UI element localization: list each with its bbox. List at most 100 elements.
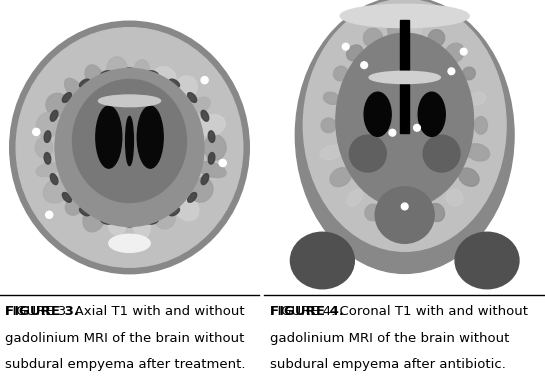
Text: subdural empyema after treatment.: subdural empyema after treatment. (5, 358, 246, 372)
Ellipse shape (64, 79, 82, 98)
Ellipse shape (334, 66, 348, 81)
Ellipse shape (423, 135, 460, 172)
Ellipse shape (172, 193, 199, 221)
Ellipse shape (36, 162, 59, 177)
Ellipse shape (365, 204, 382, 221)
Ellipse shape (16, 28, 243, 267)
Ellipse shape (208, 152, 215, 164)
Ellipse shape (290, 232, 354, 289)
Ellipse shape (347, 190, 363, 206)
Ellipse shape (154, 67, 176, 85)
Ellipse shape (347, 45, 363, 61)
Ellipse shape (458, 168, 479, 186)
Ellipse shape (201, 110, 209, 121)
Ellipse shape (46, 211, 53, 218)
Ellipse shape (187, 193, 197, 202)
Ellipse shape (474, 116, 487, 134)
Ellipse shape (409, 19, 422, 42)
Ellipse shape (462, 67, 475, 80)
Ellipse shape (201, 77, 208, 83)
Ellipse shape (364, 92, 391, 136)
Ellipse shape (304, 0, 506, 251)
Text: gadolinium MRI of the brain without: gadolinium MRI of the brain without (5, 332, 245, 345)
Ellipse shape (35, 137, 53, 158)
Ellipse shape (96, 106, 122, 168)
Ellipse shape (466, 144, 489, 161)
Ellipse shape (445, 43, 464, 63)
Ellipse shape (330, 168, 351, 187)
Ellipse shape (192, 97, 210, 113)
Ellipse shape (44, 131, 51, 142)
Ellipse shape (72, 79, 186, 203)
Ellipse shape (83, 206, 105, 232)
Text: FIGURE 3.: FIGURE 3. (5, 306, 79, 319)
Ellipse shape (320, 145, 343, 160)
Ellipse shape (55, 69, 204, 226)
Ellipse shape (124, 221, 135, 227)
Ellipse shape (361, 62, 367, 69)
Ellipse shape (295, 0, 514, 273)
Ellipse shape (44, 152, 51, 164)
Ellipse shape (448, 68, 455, 75)
Bar (401, 20, 409, 133)
Ellipse shape (137, 106, 163, 168)
Ellipse shape (50, 110, 58, 121)
Ellipse shape (36, 113, 59, 138)
Ellipse shape (470, 92, 486, 105)
Ellipse shape (65, 199, 82, 215)
Ellipse shape (85, 65, 103, 87)
Ellipse shape (461, 48, 467, 55)
Ellipse shape (10, 21, 249, 274)
Ellipse shape (198, 115, 225, 136)
Ellipse shape (323, 92, 340, 105)
Ellipse shape (418, 92, 445, 136)
Ellipse shape (369, 71, 440, 83)
Ellipse shape (409, 209, 421, 232)
Ellipse shape (134, 60, 149, 80)
Ellipse shape (100, 71, 112, 78)
Text: FIGURE 4.: FIGURE 4. (270, 306, 344, 319)
Ellipse shape (124, 68, 135, 74)
Ellipse shape (80, 79, 90, 87)
Ellipse shape (107, 57, 128, 82)
Ellipse shape (204, 135, 226, 160)
Ellipse shape (364, 28, 383, 48)
Ellipse shape (169, 208, 179, 216)
Ellipse shape (190, 178, 213, 202)
Ellipse shape (155, 209, 175, 229)
Ellipse shape (321, 118, 336, 133)
Ellipse shape (43, 177, 72, 203)
Ellipse shape (174, 76, 197, 100)
Text: gadolinium MRI of the brain without: gadolinium MRI of the brain without (270, 332, 510, 345)
Ellipse shape (446, 189, 463, 206)
Ellipse shape (349, 135, 386, 172)
Ellipse shape (80, 208, 90, 216)
Ellipse shape (46, 93, 69, 116)
Ellipse shape (201, 173, 209, 185)
Ellipse shape (147, 71, 159, 78)
Ellipse shape (133, 212, 150, 238)
Ellipse shape (50, 173, 58, 185)
Ellipse shape (389, 129, 396, 136)
Ellipse shape (108, 216, 126, 235)
Ellipse shape (414, 124, 420, 131)
Ellipse shape (401, 203, 408, 210)
Ellipse shape (428, 203, 445, 221)
Ellipse shape (387, 19, 400, 42)
Ellipse shape (340, 4, 469, 28)
Text: FIGURE 4. Coronal T1 with and without: FIGURE 4. Coronal T1 with and without (270, 306, 528, 319)
Ellipse shape (99, 95, 161, 106)
Ellipse shape (375, 187, 434, 243)
Ellipse shape (387, 211, 401, 229)
Ellipse shape (336, 33, 474, 208)
Ellipse shape (62, 93, 71, 102)
Ellipse shape (169, 79, 179, 87)
Ellipse shape (187, 93, 197, 102)
Ellipse shape (342, 43, 349, 50)
Ellipse shape (455, 232, 519, 289)
Ellipse shape (62, 193, 71, 202)
Text: FIGURE 3. Axial T1 with and without: FIGURE 3. Axial T1 with and without (5, 306, 245, 319)
Ellipse shape (219, 159, 226, 167)
Ellipse shape (208, 131, 215, 142)
Ellipse shape (109, 234, 150, 252)
